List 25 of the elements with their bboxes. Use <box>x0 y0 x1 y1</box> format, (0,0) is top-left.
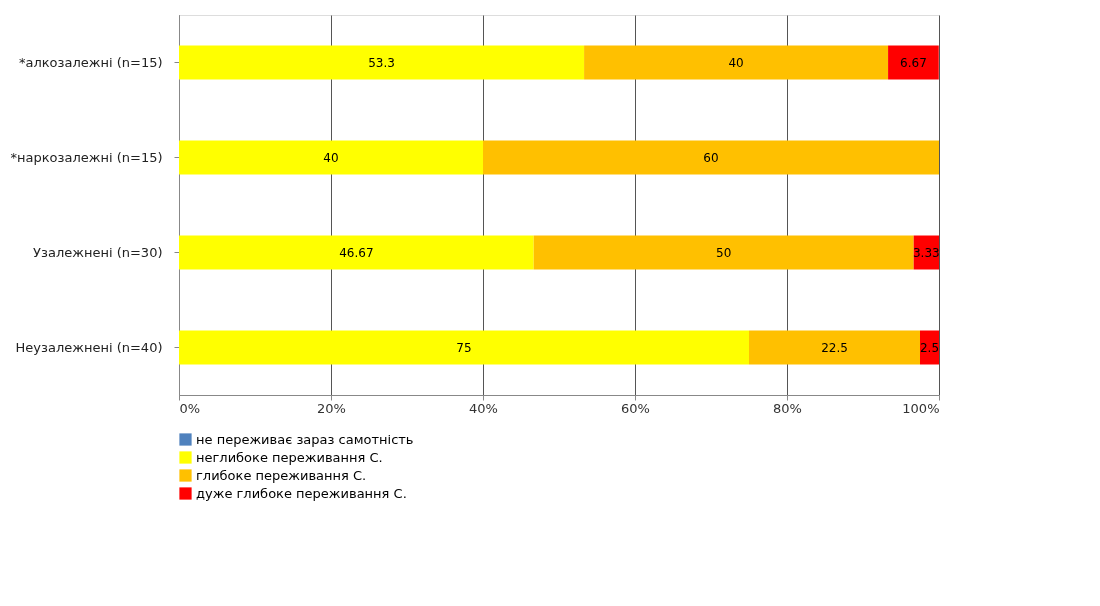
x-tick-label: 0% <box>179 400 201 416</box>
x-tick-label: 80% <box>773 400 802 416</box>
data-label: 2.5 <box>919 340 940 355</box>
data-label: 3.33 <box>912 245 940 260</box>
x-tick-label: 40% <box>469 400 498 416</box>
x-tick-label: 20% <box>317 400 346 416</box>
data-label: 50 <box>716 245 732 260</box>
y-tick-label: *алкозалежні (n=15) <box>18 54 163 70</box>
data-label: 60 <box>703 150 719 165</box>
data-label: 40 <box>728 55 744 70</box>
legend-label: неглибоке переживання С. <box>196 449 383 465</box>
data-label: 46.67 <box>339 245 374 260</box>
legend-label: дуже глибоке переживання С. <box>196 485 407 501</box>
data-label: 40 <box>323 150 339 165</box>
legend-label: глибоке переживання С. <box>196 467 367 483</box>
y-tick-label: *наркозалежні (n=15) <box>10 149 163 165</box>
data-label: 75 <box>456 340 472 355</box>
legend-label: не переживає зараз самотність <box>196 431 414 447</box>
y-tick-label: Узалежнені (n=30) <box>33 244 163 260</box>
y-tick-label: Неузалежнені (n=40) <box>15 339 163 355</box>
data-label: 6.67 <box>900 55 927 70</box>
x-tick-label: 100% <box>902 400 940 416</box>
x-tick-label: 60% <box>621 400 650 416</box>
data-label: 22.5 <box>821 340 848 355</box>
data-label: 53.3 <box>368 55 395 70</box>
